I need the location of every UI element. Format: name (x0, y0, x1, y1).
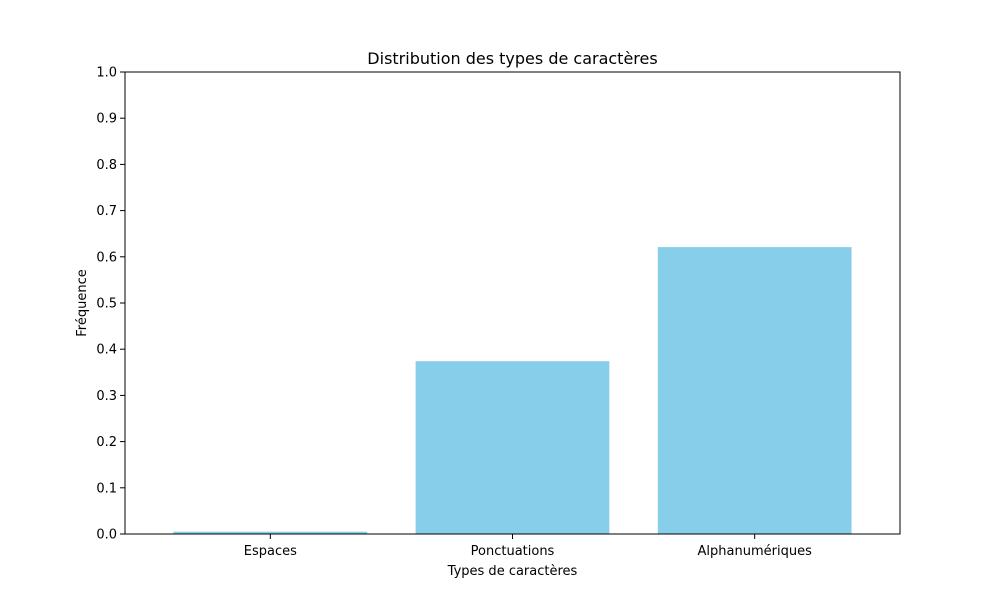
x-axis: Espaces Ponctuations Alphanumériques (244, 534, 812, 559)
y-tick-label: 0.2 (96, 435, 117, 450)
y-tick-label: 0.0 (96, 528, 117, 543)
y-tick-label: 1.0 (96, 66, 117, 81)
y-tick-label: 0.1 (96, 481, 117, 496)
y-tick-label: 0.7 (96, 204, 117, 219)
x-tick-label: Alphanumériques (698, 544, 813, 559)
bar-ponctuations (415, 361, 610, 534)
chart-title: Distribution des types de caractères (367, 49, 657, 68)
y-tick-label: 0.4 (96, 343, 117, 358)
x-tick-label: Espaces (244, 544, 297, 559)
y-tick-label: 0.3 (96, 389, 117, 404)
y-axis: 0.0 0.1 0.2 0.3 0.4 0.5 0.6 0.7 0.8 0.9 1.0 (96, 66, 125, 543)
x-axis-label: Types de caractères (447, 564, 578, 579)
bars-group (173, 247, 852, 534)
x-tick-label: Ponctuations (471, 544, 555, 559)
bar-alphanumériques (657, 247, 852, 534)
y-tick-label: 0.8 (96, 158, 117, 173)
y-tick-label: 0.5 (96, 297, 117, 312)
y-axis-label: Fréquence (75, 269, 90, 336)
y-tick-label: 0.6 (96, 250, 117, 265)
bar-espaces (173, 531, 368, 534)
y-tick-label: 0.9 (96, 112, 117, 127)
